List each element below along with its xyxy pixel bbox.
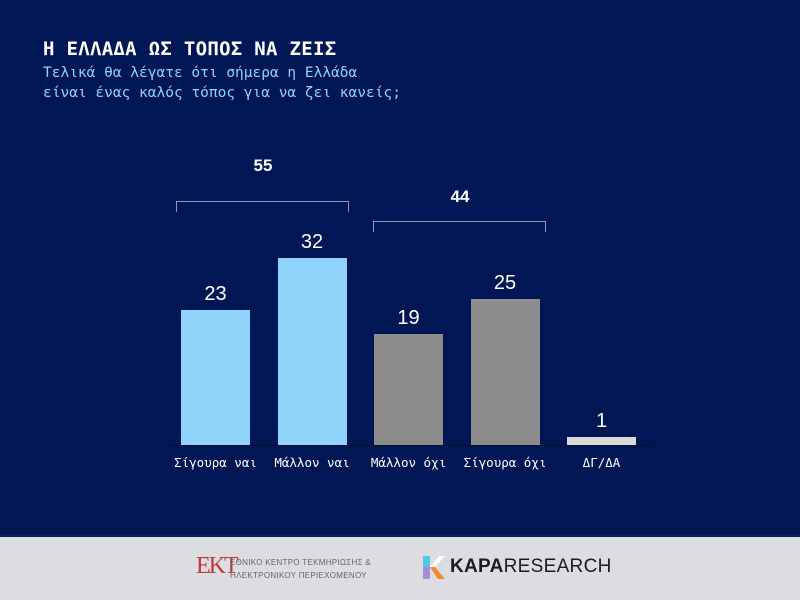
kapa-bold: KAPA xyxy=(450,556,504,577)
bar-value-label: 23 xyxy=(204,283,227,306)
group-label-no: 44 xyxy=(450,187,470,206)
subtitle-line-1: Τελικά θα λέγατε ότι σήμερα η Ελλάδα xyxy=(43,65,358,81)
chart-title: Η ΕΛΛΑΔΑ ΩΣ ΤΟΠΟΣ ΝΑ ΖΕΙΣ xyxy=(43,38,337,60)
kapa-research-logo: KAPARESEARCH xyxy=(450,556,612,578)
category-label: Μάλλον όχι xyxy=(370,455,447,470)
bar xyxy=(470,298,540,445)
bar xyxy=(181,310,250,445)
bar xyxy=(374,333,443,445)
kapa-logo-icon xyxy=(423,556,445,579)
bar xyxy=(277,257,347,445)
category-label: Μάλλον ναι xyxy=(274,455,350,470)
bar-value-label: 32 xyxy=(300,230,324,253)
bar-value-label: 25 xyxy=(493,271,517,294)
category-label: Σίγουρα όχι xyxy=(463,455,547,470)
kapa-light: RESEARCH xyxy=(503,556,612,577)
category-label: Σίγουρα ναι xyxy=(174,455,257,470)
ekt-name-line-1: ΕΘΝΙΚΟ ΚΕΝΤΡΟ ΤΕΚΜΗΡΙΩΣΗΣ & xyxy=(230,558,371,567)
ekt-name: ΕΘΝΙΚΟ ΚΕΝΤΡΟ ΤΕΚΜΗΡΙΩΣΗΣ & ΗΛΕΚΤΡΟΝΙΚΟΥ… xyxy=(230,556,371,582)
category-label: ΔΓ/ΔΑ xyxy=(582,455,621,470)
bar xyxy=(567,437,636,445)
subtitle-line-2: είναι ένας καλός τόπος για να ζει κανείς… xyxy=(43,85,401,101)
chart-panel: Η ΕΛΛΑΔΑ ΩΣ ΤΟΠΟΣ ΝΑ ΖΕΙΣ Τελικά θα λέγα… xyxy=(43,38,654,470)
footer xyxy=(0,535,800,600)
x-axis-line xyxy=(166,445,654,446)
bar-value-label: 19 xyxy=(397,306,420,329)
ekt-logo: EKT xyxy=(196,553,239,579)
bar-value-label: 1 xyxy=(595,410,608,432)
chart-subtitle: Τελικά θα λέγατε ότι σήμερα η Ελλάδα είν… xyxy=(43,63,401,103)
ekt-name-line-2: ΗΛΕΚΤΡΟΝΙΚΟΥ ΠΕΡΙΕΧΟΜΕΝΟΥ xyxy=(230,571,367,580)
group-bracket-yes xyxy=(176,201,349,212)
group-bracket-no xyxy=(373,221,546,232)
group-label-yes: 55 xyxy=(253,156,273,175)
